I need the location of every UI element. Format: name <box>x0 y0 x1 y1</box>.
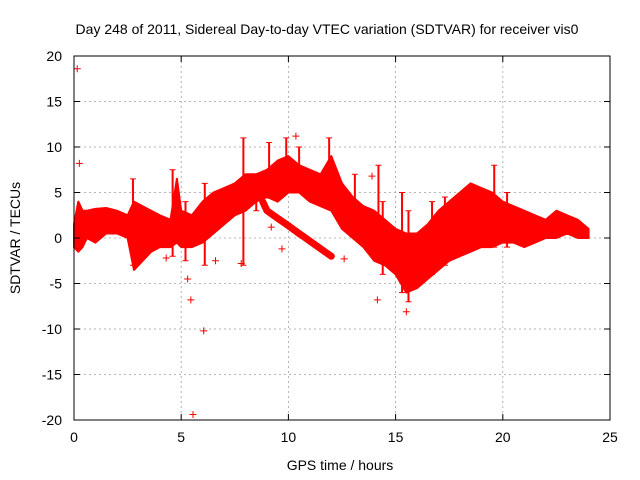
spike-marker <box>379 201 386 275</box>
outlier-point <box>212 257 220 265</box>
spike-marker <box>326 137 333 184</box>
outlier-point <box>73 65 81 73</box>
outlier-point <box>237 259 245 267</box>
spike-marker <box>504 192 511 248</box>
y-tick-label: 5 <box>54 185 62 201</box>
spike-marker <box>375 164 382 248</box>
y-tick-label: 10 <box>46 139 62 155</box>
outlier-point <box>278 245 286 253</box>
spike-marker <box>429 201 436 275</box>
y-tick-label: 0 <box>54 230 62 246</box>
spike-marker <box>405 210 412 303</box>
outlier-point <box>292 132 300 140</box>
y-tick-label: -20 <box>42 412 62 428</box>
y-tick-label: -10 <box>42 321 62 337</box>
spike-marker <box>351 173 358 221</box>
spike-marker <box>201 182 208 266</box>
outlier-point <box>368 172 376 180</box>
secondary-data-band <box>259 198 335 260</box>
outlier-point <box>75 159 83 167</box>
spike-marker <box>296 146 303 193</box>
x-axis-title: GPS time / hours <box>287 457 394 473</box>
spike-marker <box>182 201 189 262</box>
y-tick-label: -5 <box>50 276 63 292</box>
outlier-point <box>162 254 170 262</box>
y-tick-label: -15 <box>42 367 62 383</box>
outlier-point <box>402 308 410 316</box>
spike-marker <box>491 164 498 248</box>
x-tick-label: 15 <box>388 429 404 445</box>
outlier-point <box>340 255 348 263</box>
outlier-point <box>200 327 208 335</box>
spike-marker <box>169 169 176 257</box>
x-tick-label: 25 <box>602 429 618 445</box>
y-tick-label: 20 <box>46 48 62 64</box>
y-axis-title: SDTVAR / TECUs <box>7 182 23 294</box>
outlier-point <box>373 296 381 304</box>
spike-marker <box>129 178 136 266</box>
axis-ticks: 0 5 10 15 20 25 -20 -15 -10 -5 0 5 10 15 20 <box>42 48 618 445</box>
x-tick-label: 0 <box>70 429 78 445</box>
x-tick-label: 5 <box>177 429 185 445</box>
outlier-point <box>184 275 192 283</box>
spike-marker <box>266 141 273 193</box>
data-points <box>73 65 590 419</box>
y-tick-label: 15 <box>46 94 62 110</box>
chart-title: Day 248 of 2011, Sidereal Day-to-day VTE… <box>76 21 579 37</box>
outlier-point <box>189 411 197 419</box>
spike-marker <box>283 137 290 189</box>
outlier-point <box>187 296 195 304</box>
spike-marker <box>441 196 448 266</box>
spike-marker <box>253 173 260 212</box>
x-tick-label: 10 <box>281 429 297 445</box>
spike-marker <box>399 192 406 294</box>
main-data-band <box>73 155 590 294</box>
outlier-point <box>267 223 275 231</box>
x-tick-label: 20 <box>495 429 511 445</box>
